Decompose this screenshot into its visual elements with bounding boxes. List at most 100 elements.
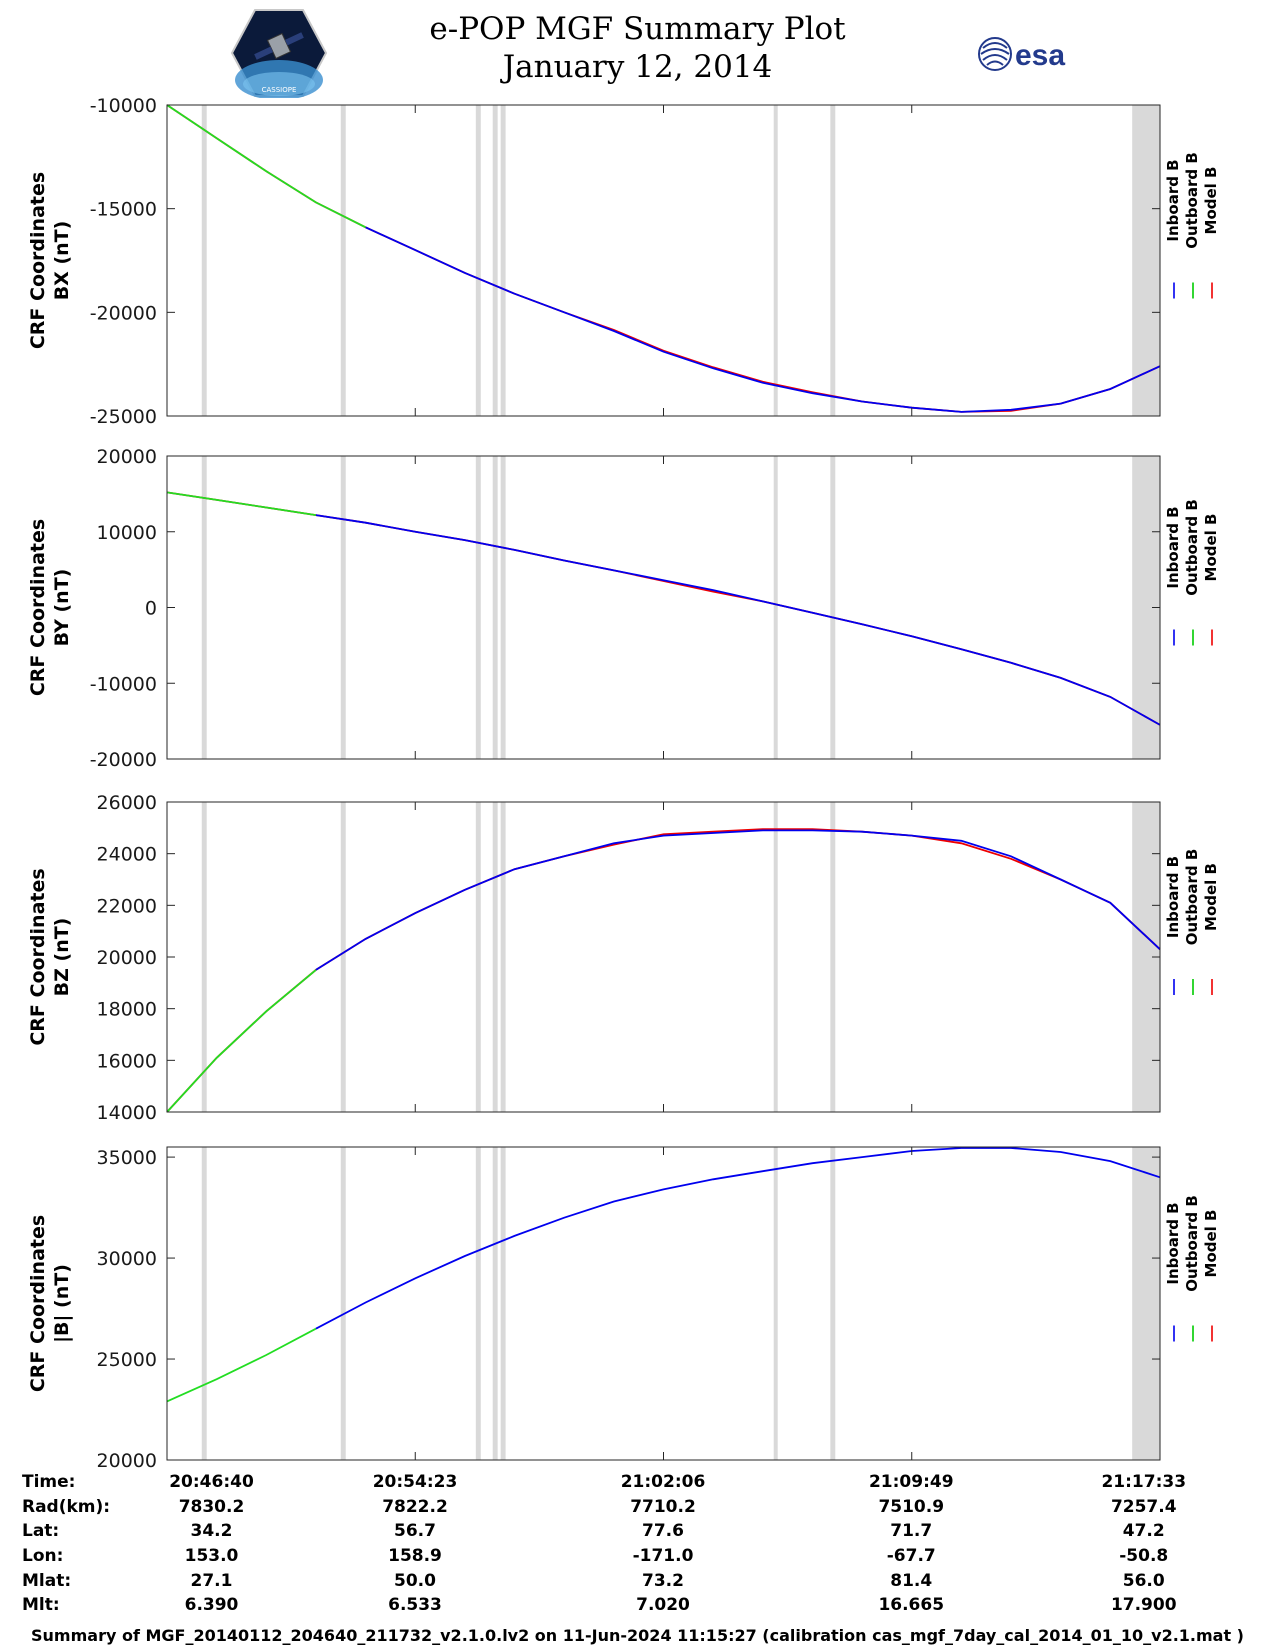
y-tick-label: 10000 [97, 522, 157, 544]
info-row-value: 56.7 [394, 1521, 436, 1542]
info-row: Rad(km): 7830.2 7822.2 7710.2 7510.9 7257.4 [22, 1495, 1252, 1520]
outboard-b-line [166, 969, 317, 1113]
y-tick-label: 35000 [97, 1147, 157, 1169]
chart-panel-4: 20000 25000 30000 35000 CRF Coordinates |B| (… [27, 1146, 1220, 1472]
y-tick-label: -10000 [90, 95, 157, 117]
y-tick-label: -20000 [90, 302, 157, 324]
info-row-value: 7710.2 [630, 1496, 696, 1517]
esa-emblem-icon [978, 37, 1012, 71]
y-axis-title: CRF Coordinates [27, 1215, 49, 1392]
info-row-value: 56.0 [1122, 1570, 1165, 1591]
model-b-line [166, 491, 1161, 726]
model-b-line [166, 104, 1161, 413]
legend-label: Inboard B [1164, 159, 1182, 241]
inboard-b-line [315, 1147, 1161, 1330]
legend-label: Inboard B [1164, 1202, 1182, 1284]
chart-panel-3: 14000 16000 18000 20000 22000 24000 26000 CRF C… [27, 792, 1220, 1124]
data-gap-band [1132, 105, 1160, 416]
legend-label: Model B [1202, 863, 1220, 931]
info-row-value: 21:09:49 [868, 1472, 954, 1493]
y-axis-title: CRF Coordinates [27, 868, 49, 1045]
y-tick-label: 26000 [97, 792, 157, 814]
y-tick-label: 20000 [97, 446, 157, 468]
info-row-value: -171.0 [632, 1546, 694, 1567]
data-gap-band [340, 802, 346, 1112]
y-tick-label: -15000 [90, 199, 157, 221]
info-row-label: Rad(km): [22, 1496, 111, 1517]
info-row-value: 77.6 [642, 1521, 684, 1542]
info-row-label: Time: [22, 1472, 76, 1493]
info-row-value: 16.665 [878, 1595, 945, 1616]
data-gap-band [500, 802, 506, 1112]
info-row: Mlt: 6.390 6.533 7.020 16.665 17.900 [22, 1593, 1252, 1618]
info-row-value: 158.9 [388, 1546, 442, 1567]
y-axis-unit: BY (nT) [51, 569, 73, 647]
y-tick-label: 0 [145, 598, 157, 620]
y-tick-label: 20000 [97, 947, 157, 969]
y-tick-label: 30000 [97, 1248, 157, 1270]
legend: Inboard B Outboard B Model B [1164, 1195, 1220, 1342]
data-gap-band [773, 1147, 778, 1460]
info-row-value: 6.390 [184, 1595, 239, 1616]
info-row-value: 34.2 [190, 1521, 233, 1542]
info-row-value: 21:02:06 [620, 1472, 706, 1493]
legend: Inboard B Outboard B Model B [1164, 499, 1220, 646]
legend-label: Model B [1202, 167, 1220, 235]
y-axis-unit: BZ (nT) [51, 918, 73, 997]
outboard-b-line [166, 491, 317, 516]
data-gap-band [773, 456, 778, 759]
data-gap-band [500, 1147, 506, 1460]
inboard-b-line [365, 226, 1161, 413]
data-gap-band [492, 1147, 498, 1460]
y-axis-title: CRF Coordinates [27, 519, 49, 696]
info-row-label: Lat: [22, 1521, 60, 1542]
data-gap-band [475, 456, 481, 759]
data-gap-band [773, 105, 778, 416]
info-row-value: 71.7 [890, 1521, 933, 1542]
info-row-value: 27.1 [190, 1570, 233, 1591]
esa-logo: esa [978, 37, 1065, 72]
y-tick-label: 25000 [97, 1349, 157, 1371]
info-row-value: 7510.9 [878, 1496, 945, 1517]
data-gap-band [773, 802, 778, 1112]
data-gap-band [201, 1147, 207, 1460]
data-gap-band [475, 1147, 481, 1460]
legend-label: Outboard B [1183, 1195, 1201, 1292]
info-row-value: 153.0 [184, 1546, 239, 1567]
data-gap-band [830, 802, 836, 1112]
data-gap-band [201, 456, 207, 759]
y-tick-label: 20000 [97, 1450, 157, 1472]
orbit-info-table: Time: 20:46:40 20:54:23 21:02:06 21:09:49 21:… [22, 1470, 1252, 1618]
y-tick-label: -20000 [90, 749, 157, 771]
info-row-value: 7830.2 [178, 1496, 245, 1517]
outboard-b-line [166, 1327, 317, 1403]
plot-frame [166, 1146, 1161, 1461]
y-tick-label: 22000 [97, 895, 157, 917]
data-gap-band [340, 456, 346, 759]
legend-label: Outboard B [1183, 152, 1201, 249]
plot-frame [166, 104, 1161, 417]
info-row-value: 17.900 [1110, 1595, 1177, 1616]
legend: Inboard B Outboard B Model B [1164, 849, 1220, 995]
footer-caption: Summary of MGF_20140112_204640_211732_v2… [31, 1626, 1244, 1645]
info-row-value: 20:46:40 [169, 1472, 254, 1493]
info-row-value: -50.8 [1119, 1546, 1169, 1567]
plot-title: e-POP MGF Summary Plot [429, 11, 846, 47]
info-row-value: 6.533 [388, 1595, 442, 1616]
info-row-value: 21:17:33 [1101, 1472, 1187, 1493]
y-tick-label: -10000 [90, 673, 157, 695]
info-row: Time: 20:46:40 20:54:23 21:02:06 21:09:49 21:… [22, 1470, 1252, 1495]
info-row-label: Mlt: [22, 1595, 60, 1616]
info-row-value: 7.020 [636, 1595, 690, 1616]
info-row: Mlat: 27.1 50.0 73.2 81.4 56.0 [22, 1568, 1252, 1593]
info-row-value: 50.0 [394, 1570, 436, 1591]
data-gap-band [830, 456, 836, 759]
y-tick-label: 24000 [97, 844, 157, 866]
svg-text:CASSIOPE: CASSIOPE [262, 86, 297, 94]
y-tick-label: -25000 [90, 406, 157, 428]
legend: Inboard B Outboard B Model B [1164, 152, 1220, 299]
data-gap-band [340, 1147, 346, 1460]
plot-frame [166, 455, 1161, 760]
plot-frame [166, 801, 1161, 1113]
data-gap-band [830, 105, 836, 416]
